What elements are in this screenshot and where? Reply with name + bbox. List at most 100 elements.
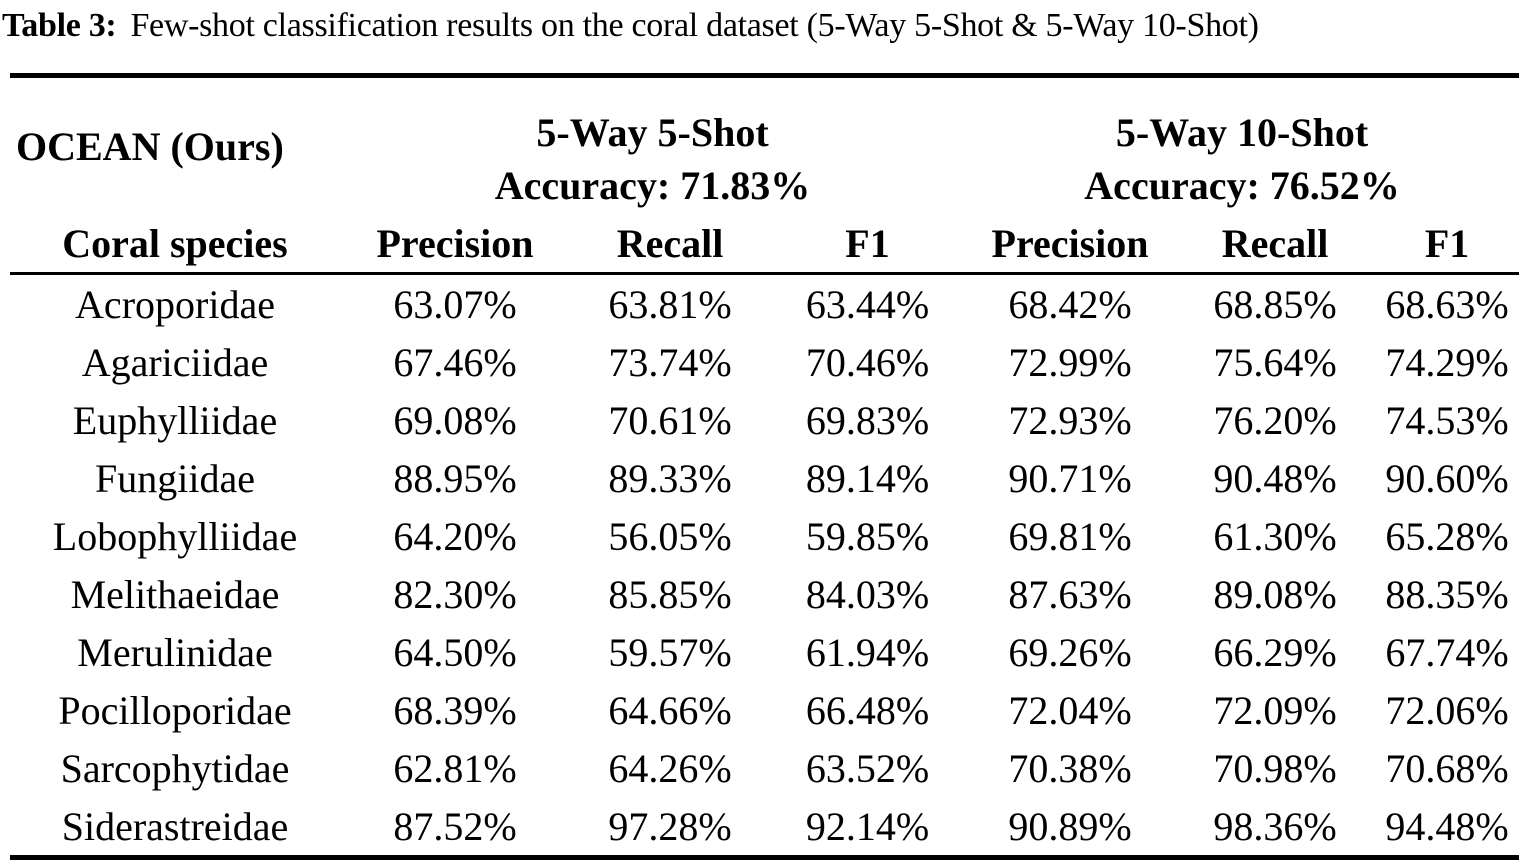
species-cell: Agariciidae <box>81 339 269 385</box>
value-cell: 70.61% <box>608 397 732 443</box>
value-cell: 63.44% <box>805 281 930 327</box>
recall-header-10shot: Recall <box>1175 214 1376 275</box>
accuracy-10shot: Accuracy: 76.52% <box>1084 162 1400 208</box>
value-cell: 89.33% <box>608 455 732 501</box>
f1-header-10shot: F1 <box>1375 214 1520 275</box>
value-cell: 74.29% <box>1385 339 1509 385</box>
species-cell: Pocilloporidae <box>58 687 292 733</box>
value-cell: 67.46% <box>393 339 517 385</box>
species-cell: Euphylliidae <box>72 397 278 443</box>
value-cell: 70.46% <box>805 339 930 385</box>
value-cell: 72.09% <box>1213 687 1337 733</box>
value-cell: 68.39% <box>393 687 517 733</box>
value-cell: 69.26% <box>1008 629 1132 675</box>
value-cell: 90.89% <box>1008 803 1132 849</box>
value-cell: 64.26% <box>608 745 732 791</box>
table-row: Fungiidae 88.95% 89.33% 89.14% 90.71% 90… <box>10 449 1519 507</box>
results-table: OCEAN (Ours) 5-Way 5-Shot 5-Way 10-Shot … <box>10 73 1520 860</box>
value-cell: 66.29% <box>1213 629 1337 675</box>
recall-header-5shot: Recall <box>570 214 770 275</box>
column-header-row: Coral species Precision Recall F1 Precis… <box>10 214 1520 275</box>
value-cell: 64.66% <box>608 687 732 733</box>
value-cell: 69.08% <box>393 397 517 443</box>
value-cell: 68.85% <box>1213 281 1337 327</box>
table-row: Merulinidae 64.50% 59.57% 61.94% 69.26% … <box>10 623 1519 681</box>
value-cell: 59.85% <box>805 513 930 559</box>
value-cell: 76.20% <box>1213 397 1337 443</box>
table-row: Euphylliidae 69.08% 70.61% 69.83% 72.93%… <box>10 391 1519 449</box>
value-cell: 70.98% <box>1213 745 1337 791</box>
value-cell: 90.60% <box>1385 455 1509 501</box>
value-cell: 90.48% <box>1213 455 1337 501</box>
table-row: Siderastreidae 87.52% 97.28% 92.14% 90.8… <box>10 797 1519 858</box>
precision-header-10shot: Precision <box>965 214 1176 275</box>
species-cell: Siderastreidae <box>61 803 289 849</box>
value-cell: 82.30% <box>393 571 517 617</box>
value-cell: 59.57% <box>608 629 732 675</box>
value-cell: 64.20% <box>393 513 517 559</box>
value-cell: 73.74% <box>608 339 732 385</box>
value-cell: 85.85% <box>608 571 732 617</box>
group-title-10shot: 5-Way 10-Shot <box>1115 110 1369 155</box>
method-name: OCEAN (Ours) <box>16 123 284 169</box>
table-row: Acroporidae 63.07% 63.81% 63.44% 68.42% … <box>10 274 1519 334</box>
group-header-row: OCEAN (Ours) 5-Way 5-Shot 5-Way 10-Shot <box>10 76 1519 169</box>
value-cell: 69.81% <box>1008 513 1132 559</box>
value-cell: 68.42% <box>1008 281 1132 327</box>
value-cell: 70.38% <box>1008 745 1132 791</box>
species-cell: Merulinidae <box>77 629 273 675</box>
species-cell: Lobophylliidae <box>52 513 298 559</box>
table-caption: Table 3: Few-shot classification results … <box>2 4 1525 48</box>
species-column-header: Coral species <box>10 214 340 275</box>
table-row: Agariciidae 67.46% 73.74% 70.46% 72.99% … <box>10 333 1519 391</box>
value-cell: 72.04% <box>1008 687 1132 733</box>
species-cell: Melithaeidae <box>70 571 280 617</box>
value-cell: 62.81% <box>393 745 517 791</box>
species-cell: Acroporidae <box>75 281 275 327</box>
value-cell: 94.48% <box>1385 803 1509 849</box>
value-cell: 97.28% <box>608 803 732 849</box>
table-caption-text: Few-shot classification results on the c… <box>130 7 1259 44</box>
value-cell: 92.14% <box>805 803 930 849</box>
value-cell: 63.52% <box>805 745 930 791</box>
value-cell: 63.81% <box>608 281 732 327</box>
precision-header-5shot: Precision <box>340 214 570 275</box>
species-cell: Fungiidae <box>95 455 255 501</box>
value-cell: 70.68% <box>1385 745 1509 791</box>
value-cell: 98.36% <box>1213 803 1337 849</box>
value-cell: 75.64% <box>1213 339 1337 385</box>
value-cell: 87.52% <box>393 803 517 849</box>
f1-header-5shot: F1 <box>770 214 966 275</box>
value-cell: 72.93% <box>1008 397 1132 443</box>
value-cell: 63.07% <box>393 281 517 327</box>
value-cell: 56.05% <box>608 513 732 559</box>
value-cell: 65.28% <box>1385 513 1509 559</box>
species-cell: Sarcophytidae <box>60 745 290 791</box>
value-cell: 66.48% <box>805 687 930 733</box>
table-row: Sarcophytidae 62.81% 64.26% 63.52% 70.38… <box>10 739 1519 797</box>
value-cell: 88.95% <box>393 455 517 501</box>
value-cell: 88.35% <box>1385 571 1509 617</box>
value-cell: 72.99% <box>1008 339 1132 385</box>
value-cell: 67.74% <box>1385 629 1509 675</box>
accuracy-row: Accuracy: 71.83% Accuracy: 76.52% <box>10 156 1519 214</box>
value-cell: 89.08% <box>1213 571 1337 617</box>
table-row: Melithaeidae 82.30% 85.85% 84.03% 87.63%… <box>10 565 1519 623</box>
value-cell: 72.06% <box>1385 687 1509 733</box>
value-cell: 69.83% <box>805 397 930 443</box>
value-cell: 68.63% <box>1385 281 1509 327</box>
value-cell: 84.03% <box>805 571 930 617</box>
accuracy-5shot: Accuracy: 71.83% <box>494 162 811 208</box>
value-cell: 89.14% <box>805 455 930 501</box>
value-cell: 64.50% <box>393 629 517 675</box>
table-caption-label: Table 3: <box>2 7 117 44</box>
value-cell: 90.71% <box>1008 455 1132 501</box>
table-row: Pocilloporidae 68.39% 64.66% 66.48% 72.0… <box>10 681 1519 739</box>
value-cell: 87.63% <box>1008 571 1132 617</box>
group-title-5shot: 5-Way 5-Shot <box>536 110 769 155</box>
value-cell: 61.94% <box>805 629 930 675</box>
table-row: Lobophylliidae 64.20% 56.05% 59.85% 69.8… <box>10 507 1519 565</box>
value-cell: 61.30% <box>1213 513 1337 559</box>
value-cell: 74.53% <box>1385 397 1509 443</box>
